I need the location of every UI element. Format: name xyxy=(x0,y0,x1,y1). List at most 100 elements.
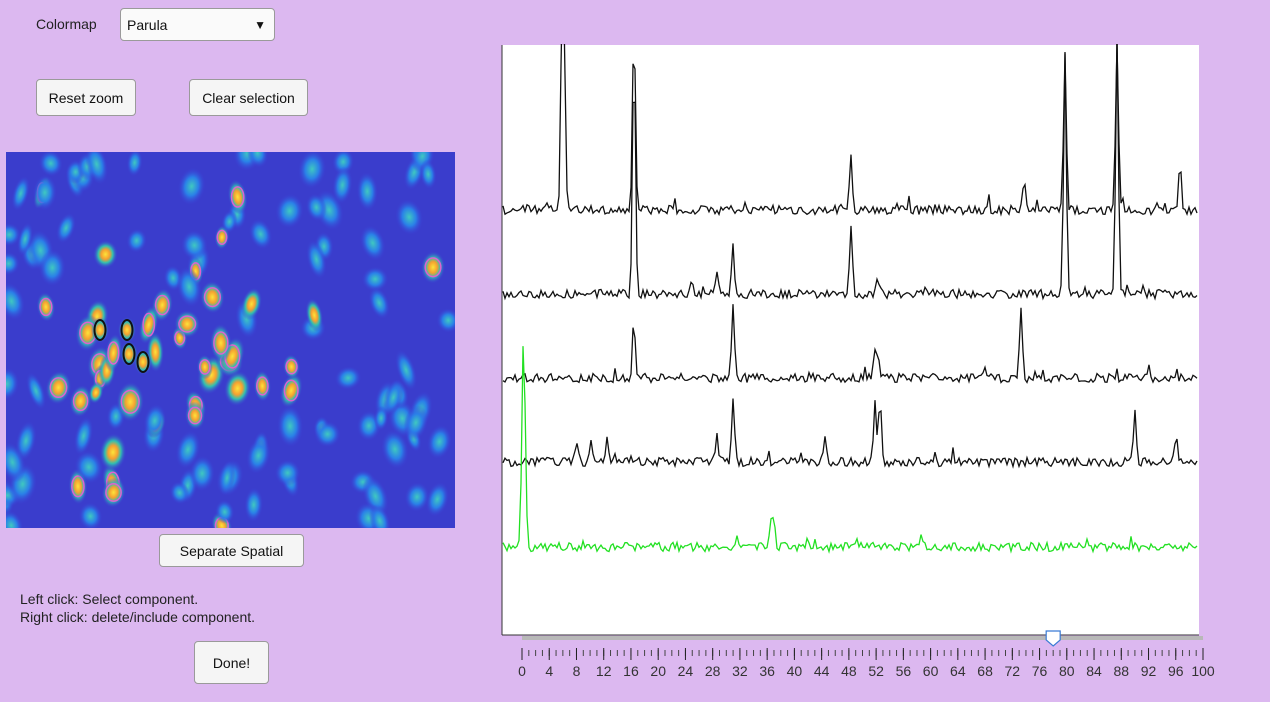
blob xyxy=(200,280,225,314)
blob xyxy=(246,152,269,168)
blob xyxy=(175,430,201,469)
clear-selection-button[interactable]: Clear selection xyxy=(189,79,308,116)
component-outline xyxy=(216,229,228,245)
blob xyxy=(143,403,166,438)
blob xyxy=(15,421,37,461)
blob xyxy=(33,174,57,211)
slider-label: 92 xyxy=(1141,663,1157,679)
trace xyxy=(502,304,1198,384)
slider-label: 60 xyxy=(923,663,939,679)
blob xyxy=(420,251,446,284)
slider-label: 72 xyxy=(1005,663,1021,679)
slider-label: 24 xyxy=(678,663,694,679)
blob xyxy=(373,405,389,431)
slider-label: 96 xyxy=(1168,663,1184,679)
component-outline xyxy=(142,312,156,337)
blob xyxy=(395,349,417,391)
spatial-image[interactable] xyxy=(6,152,455,528)
component-outline xyxy=(203,287,222,308)
component-outline xyxy=(424,257,442,278)
blob xyxy=(332,166,353,204)
blob xyxy=(38,152,63,177)
blob xyxy=(6,252,20,276)
blob xyxy=(218,460,236,496)
blob xyxy=(298,152,327,189)
blob xyxy=(274,459,301,487)
blob xyxy=(253,370,272,402)
blob xyxy=(74,450,103,484)
slider-label: 56 xyxy=(896,663,912,679)
blob xyxy=(314,421,341,448)
component-outline xyxy=(230,186,245,208)
blob xyxy=(126,152,143,177)
blob xyxy=(369,504,391,528)
colormap-dropdown[interactable]: Parula ▼ xyxy=(120,8,275,41)
blob xyxy=(174,310,201,338)
slider-label: 80 xyxy=(1059,663,1075,679)
blob xyxy=(306,240,327,279)
blob xyxy=(223,370,252,407)
slider-label: 16 xyxy=(623,663,639,679)
blob xyxy=(39,249,66,286)
blob xyxy=(93,240,118,269)
component-outline xyxy=(39,297,53,317)
blob xyxy=(104,333,122,373)
slider-label: 12 xyxy=(596,663,612,679)
blob xyxy=(419,159,437,189)
blob xyxy=(116,381,145,422)
trace-panel[interactable] xyxy=(500,44,1202,638)
slider-label: 32 xyxy=(732,663,748,679)
slider-label: 52 xyxy=(868,663,884,679)
trace xyxy=(502,44,1198,217)
slider-label: 0 xyxy=(518,663,526,679)
blob xyxy=(78,502,103,528)
blob xyxy=(210,323,232,363)
trace xyxy=(502,44,1198,301)
slider-label: 44 xyxy=(814,663,830,679)
slider-track xyxy=(522,636,1203,640)
selected-outline xyxy=(120,319,134,341)
blob xyxy=(189,455,215,492)
slider-label: 40 xyxy=(787,663,803,679)
selected-outline xyxy=(136,351,150,373)
blob xyxy=(177,167,206,206)
component-outline xyxy=(283,379,299,402)
slider-handle xyxy=(1045,630,1061,647)
component-outline xyxy=(120,389,140,414)
slider-label: 48 xyxy=(841,663,857,679)
blob xyxy=(282,354,301,380)
component-outline xyxy=(187,406,203,425)
blob xyxy=(334,366,362,390)
slider-label: 76 xyxy=(1032,663,1048,679)
blob xyxy=(26,372,46,410)
blob xyxy=(101,477,126,508)
blob xyxy=(88,381,104,404)
blob xyxy=(425,482,449,517)
blob xyxy=(74,416,94,456)
blob xyxy=(275,193,304,229)
blobs xyxy=(6,152,455,528)
blob xyxy=(6,223,21,247)
separate-spatial-button[interactable]: Separate Spatial xyxy=(159,534,304,567)
slider-label: 4 xyxy=(545,663,553,679)
done-button[interactable]: Done! xyxy=(194,641,269,684)
reset-zoom-button[interactable]: Reset zoom xyxy=(36,79,136,116)
blob xyxy=(383,379,404,416)
component-outline xyxy=(285,358,298,375)
trace-background xyxy=(502,45,1199,635)
slider-label: 28 xyxy=(705,663,721,679)
slider[interactable]: 0 4 8 12 16 20 24 28 32 36 40 44 48 52 56 60 64 68 72 76 80 8… xyxy=(500,628,1240,688)
blob xyxy=(277,405,304,447)
blob xyxy=(176,266,202,307)
blob xyxy=(45,370,72,405)
blob xyxy=(361,266,389,292)
colormap-value: Parula xyxy=(127,16,168,33)
blob xyxy=(332,152,355,175)
dropdown-arrow: ▼ xyxy=(254,17,266,32)
blob xyxy=(56,212,76,244)
blob xyxy=(244,487,263,522)
slider-label: 100 xyxy=(1191,663,1215,679)
selected-outline xyxy=(93,319,107,341)
component-outline xyxy=(178,315,197,333)
blob xyxy=(6,367,19,400)
